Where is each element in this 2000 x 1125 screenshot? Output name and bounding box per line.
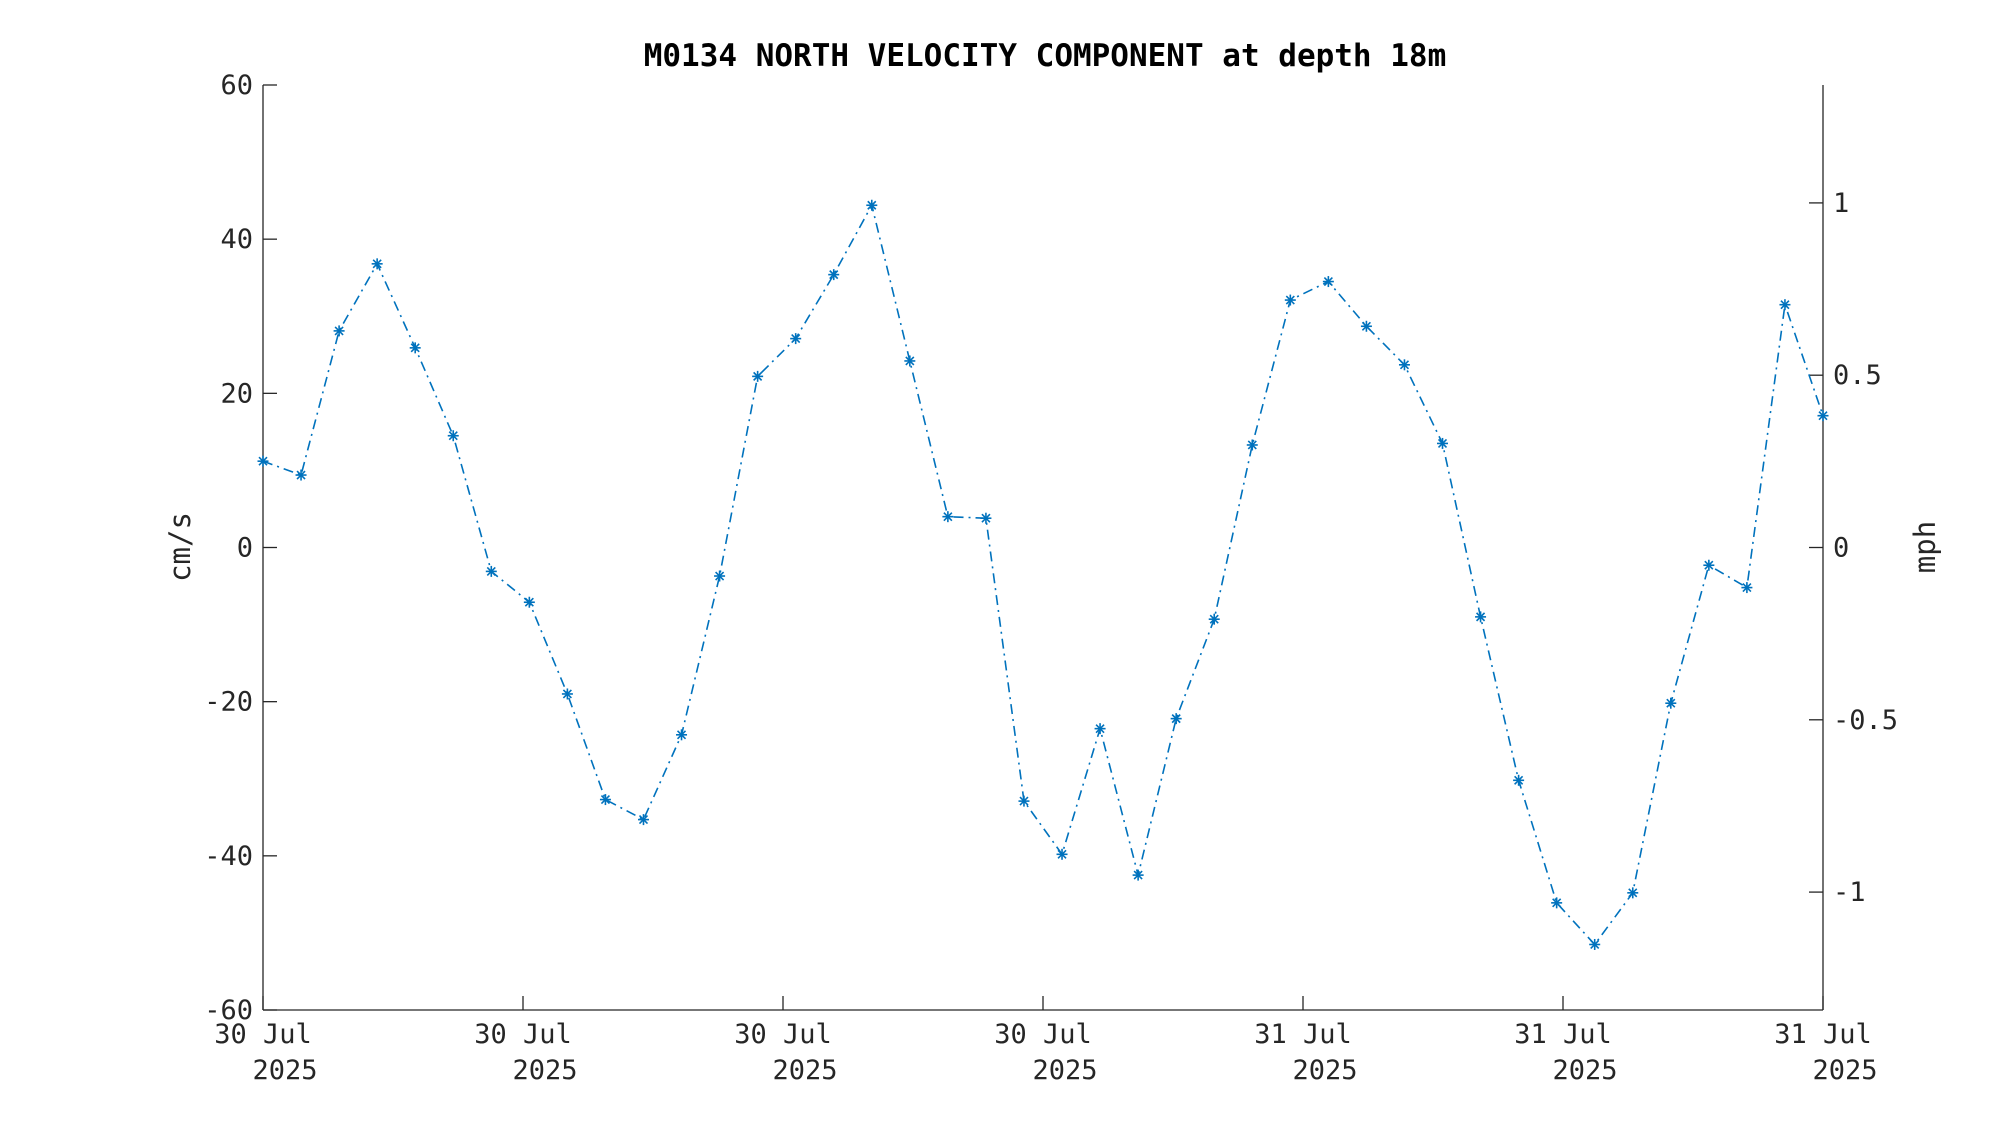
y-tick-label: -60 — [204, 995, 253, 1026]
data-point — [1665, 697, 1677, 709]
data-point — [942, 511, 954, 523]
x-tick-label-year: 2025 — [1552, 1055, 1617, 1086]
y-tick-label: 0 — [237, 533, 253, 564]
data-point — [257, 455, 269, 467]
x-tick-label-day: 31 Jul — [1514, 1019, 1612, 1050]
data-point — [333, 325, 345, 337]
y-tick-label: 20 — [220, 378, 253, 409]
y-tick-label: -40 — [204, 841, 253, 872]
data-point — [1589, 938, 1601, 950]
data-point — [714, 570, 726, 582]
data-point — [676, 729, 688, 741]
data-point — [752, 370, 764, 382]
x-tick-label-year: 2025 — [1292, 1055, 1357, 1086]
y2-tick-label: 0 — [1833, 533, 1849, 564]
y2-axis-label: mph — [1908, 521, 1942, 573]
right-y-ticks: 1 0.5 0 -0.5 -1 — [1809, 188, 1898, 908]
data-point — [866, 199, 878, 211]
series-north-velocity — [257, 199, 1829, 950]
data-point — [523, 596, 535, 608]
data-point — [1322, 276, 1334, 288]
data-point — [637, 814, 649, 826]
data-point — [1360, 320, 1372, 332]
x-tick-label-day: 30 Jul — [214, 1019, 312, 1050]
data-point — [295, 469, 307, 481]
y-tick-label: 60 — [220, 70, 253, 101]
x-tick-label-year: 2025 — [772, 1055, 837, 1086]
x-tick-label-day: 30 Jul — [474, 1019, 572, 1050]
x-tick-label-year: 2025 — [1812, 1055, 1877, 1086]
y-tick-label: 40 — [220, 224, 253, 255]
x-tick-label-day: 30 Jul — [734, 1019, 832, 1050]
data-point — [1398, 359, 1410, 371]
data-point — [980, 512, 992, 524]
y2-tick-label: -1 — [1833, 877, 1866, 908]
data-point — [485, 565, 497, 577]
data-point — [904, 355, 916, 367]
data-point — [1056, 848, 1068, 860]
data-point — [1513, 774, 1525, 786]
data-point — [790, 333, 802, 345]
data-point — [1208, 613, 1220, 625]
plot-area — [262, 85, 1824, 1011]
data-point — [828, 269, 840, 281]
data-point — [1741, 582, 1753, 594]
data-point — [599, 794, 611, 806]
data-point — [1779, 299, 1791, 311]
data-point — [1246, 439, 1258, 451]
x-ticks: 30 Jul 2025 30 Jul 2025 30 Jul 2025 30 Jul 2025… — [214, 996, 1878, 1086]
data-point — [1094, 723, 1106, 735]
x-tick-label-year: 2025 — [252, 1055, 317, 1086]
data-point — [1170, 713, 1182, 725]
data-point — [1437, 437, 1449, 449]
data-point — [1627, 887, 1639, 899]
y-axis-label: cm/s — [163, 512, 197, 582]
x-tick-label-day: 30 Jul — [994, 1019, 1092, 1050]
chart-title: M0134 NORTH VELOCITY COMPONENT at depth … — [644, 38, 1447, 74]
y-tick-label: -20 — [204, 687, 253, 718]
data-point — [561, 688, 573, 700]
data-point — [409, 342, 421, 354]
left-y-ticks: 60 40 20 0 -20 -40 -60 — [204, 70, 277, 1026]
series-line — [262, 203, 1824, 946]
x-tick-label-year: 2025 — [1032, 1055, 1097, 1086]
x-tick-label-day: 31 Jul — [1254, 1019, 1352, 1050]
data-point — [1018, 795, 1030, 807]
data-point — [1817, 410, 1829, 422]
data-point — [1284, 294, 1296, 306]
data-point — [371, 258, 383, 270]
x-tick-label-day: 31 Jul — [1774, 1019, 1872, 1050]
y2-tick-label: 1 — [1833, 188, 1849, 219]
data-point — [1475, 611, 1487, 623]
data-point — [1551, 897, 1563, 909]
x-tick-label-year: 2025 — [512, 1055, 577, 1086]
data-point — [447, 430, 459, 442]
data-point — [1132, 869, 1144, 881]
y2-tick-label: -0.5 — [1833, 705, 1898, 736]
y2-tick-label: 0.5 — [1833, 360, 1882, 391]
data-point — [1703, 559, 1715, 571]
